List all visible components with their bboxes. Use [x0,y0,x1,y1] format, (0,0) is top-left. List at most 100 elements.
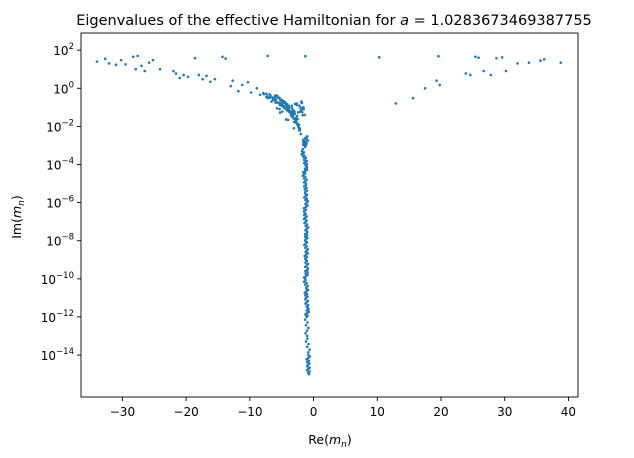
x-tick-label: 20 [433,405,448,419]
data-point [274,98,278,101]
data-point [302,107,305,111]
data-point [304,272,307,275]
data-point [304,163,307,167]
data-point [302,276,306,279]
data-point [278,111,282,114]
x-tick-label: 40 [561,405,576,419]
data-point [302,213,306,217]
data-point [305,168,309,172]
data-point [435,79,438,82]
data-point [300,101,304,105]
data-point [304,269,307,273]
data-point [306,271,309,274]
y-tick-label: 100 [53,80,74,96]
data-point [307,326,310,330]
data-point [306,247,310,251]
data-point [282,101,285,105]
data-point [500,56,504,59]
data-point [95,60,99,63]
data-point [437,54,440,58]
data-point [213,77,217,81]
data-point [221,55,224,59]
y-axis-ticks: 102 100 10−2 10−4 10−6 10−8 10−10 10−12 10−14 [41,42,81,363]
data-point [284,118,288,121]
data-point [305,334,309,338]
data-point [289,112,293,116]
data-point [303,169,307,173]
data-point [124,63,127,66]
data-point [305,234,309,237]
data-point [303,254,306,258]
data-point [136,54,140,58]
data-point [302,180,306,184]
data-point [305,309,309,312]
data-point [209,80,212,84]
data-point [278,98,282,102]
data-point [147,61,151,64]
data-point [266,96,269,100]
data-point [438,83,442,87]
data-point [143,69,147,73]
data-point [464,72,468,75]
data-point [303,243,306,247]
x-tick-label: 10 [370,405,385,419]
data-point [423,86,427,90]
data-point [302,177,306,180]
data-point [197,73,201,77]
data-point [539,59,542,62]
data-point [255,86,259,90]
data-point [174,72,178,75]
data-point [304,198,307,202]
data-point [300,153,303,156]
data-point [285,102,289,106]
data-point [131,55,135,59]
axes-frame [80,32,579,398]
data-point [278,101,282,105]
data-point [290,104,294,108]
data-point [306,351,310,354]
data-point [469,73,472,77]
data-point [258,93,262,97]
data-point [303,196,306,199]
data-point [103,57,107,61]
y-tick-label: 10−14 [41,347,74,363]
data-point [304,156,308,159]
data-point [304,274,308,278]
data-point [304,313,307,316]
data-point [290,106,294,110]
data-point [297,126,300,129]
data-point [305,360,309,364]
data-point [298,128,302,131]
data-point [303,318,307,321]
data-point [308,362,311,365]
data-point [304,294,307,297]
data-point [249,91,253,94]
data-point [305,231,309,235]
data-point [302,209,306,213]
data-point [302,143,305,147]
data-point [193,56,197,60]
data-point [306,204,309,207]
data-point [305,329,309,332]
data-point [306,314,309,317]
data-point [114,63,118,67]
data-point [297,104,301,107]
data-point [303,257,307,260]
data-point [304,323,308,327]
data-point [266,54,269,58]
data-point [307,342,310,346]
data-point [272,97,275,101]
data-point [178,76,182,80]
data-point [305,305,309,308]
data-point [286,104,289,108]
data-point [302,139,306,142]
data-point [119,58,123,62]
data-point [559,61,563,64]
data-point [304,298,307,301]
y-tick-label: 10−4 [46,156,74,172]
data-point [172,69,175,73]
data-point [306,371,310,375]
data-point [305,345,309,349]
data-point [281,110,284,113]
